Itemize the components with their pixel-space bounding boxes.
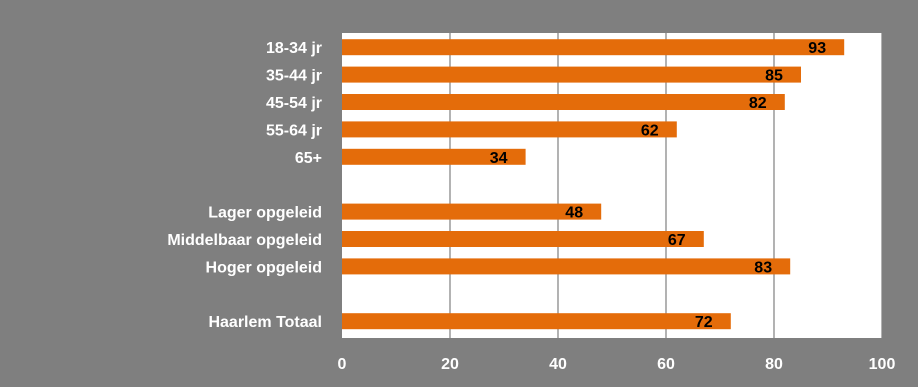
category-label: 55-64 jr — [266, 122, 322, 139]
bar — [342, 313, 731, 330]
data-label: 62 — [641, 122, 659, 139]
data-label: 93 — [808, 40, 826, 57]
data-label: 82 — [749, 95, 767, 112]
category-labels: 18-34 jr 35-44 jr 45-54 jr 55-64 jr 65+ Lager… — [167, 40, 322, 331]
data-label: 83 — [754, 259, 772, 276]
category-label: Hoger opgeleid — [206, 259, 322, 276]
bar — [342, 231, 704, 247]
x-tick-label: 40 — [549, 356, 567, 373]
bar — [342, 148, 526, 165]
x-tick-label: 100 — [869, 356, 896, 373]
x-tick-label: 60 — [657, 356, 675, 373]
category-label: 65+ — [295, 150, 322, 167]
x-axis-ticks: 0 20 40 60 80 100 — [338, 356, 896, 373]
category-label: 18-34 jr — [266, 40, 322, 57]
data-label: 85 — [765, 68, 783, 85]
data-label: 48 — [565, 205, 583, 222]
x-tick-label: 80 — [765, 356, 783, 373]
bar — [342, 258, 791, 275]
bar — [342, 66, 801, 83]
plot-area — [342, 33, 882, 338]
x-tick-label: 20 — [441, 356, 459, 373]
bar — [342, 203, 602, 220]
bars — [342, 39, 845, 330]
data-label: 67 — [668, 232, 686, 249]
data-label: 72 — [695, 314, 713, 331]
bar — [342, 39, 845, 56]
category-label: 35-44 jr — [266, 68, 322, 85]
gridlines — [449, 33, 883, 338]
data-label: 34 — [490, 150, 508, 167]
category-label: 45-54 jr — [266, 95, 322, 112]
category-label: Haarlem Totaal — [208, 314, 322, 331]
bar — [342, 94, 785, 110]
category-label: Lager opgeleid — [208, 205, 322, 222]
value-labels: 93 85 82 62 34 48 67 83 72 — [490, 40, 826, 331]
bar — [342, 121, 677, 138]
category-label: Middelbaar opgeleid — [167, 232, 322, 249]
x-tick-label: 0 — [338, 356, 347, 373]
